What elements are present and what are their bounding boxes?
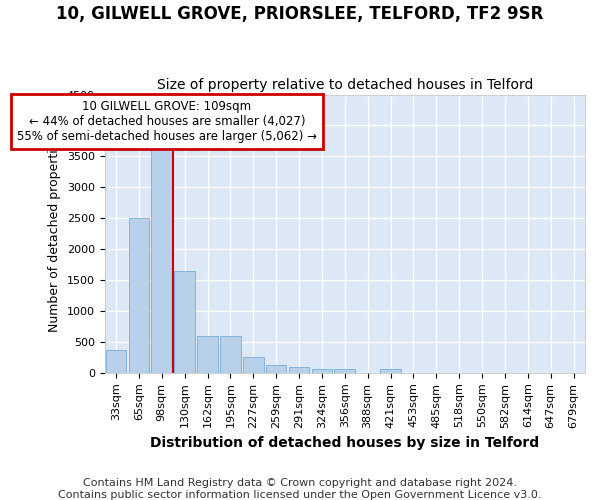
Bar — [197, 336, 218, 373]
Bar — [175, 271, 195, 373]
Bar — [334, 369, 355, 373]
Bar — [311, 369, 332, 373]
Bar — [266, 366, 286, 373]
Bar — [220, 336, 241, 373]
Text: Contains HM Land Registry data © Crown copyright and database right 2024.
Contai: Contains HM Land Registry data © Crown c… — [58, 478, 542, 500]
Title: Size of property relative to detached houses in Telford: Size of property relative to detached ho… — [157, 78, 533, 92]
Bar — [380, 369, 401, 373]
Y-axis label: Number of detached properties: Number of detached properties — [48, 135, 61, 332]
Bar — [106, 350, 126, 373]
Text: 10, GILWELL GROVE, PRIORSLEE, TELFORD, TF2 9SR: 10, GILWELL GROVE, PRIORSLEE, TELFORD, T… — [56, 5, 544, 23]
Bar — [243, 358, 263, 373]
Text: 10 GILWELL GROVE: 109sqm
← 44% of detached houses are smaller (4,027)
55% of sem: 10 GILWELL GROVE: 109sqm ← 44% of detach… — [17, 100, 317, 143]
Bar — [128, 218, 149, 373]
Bar — [289, 366, 310, 373]
X-axis label: Distribution of detached houses by size in Telford: Distribution of detached houses by size … — [150, 436, 539, 450]
Bar — [151, 141, 172, 373]
